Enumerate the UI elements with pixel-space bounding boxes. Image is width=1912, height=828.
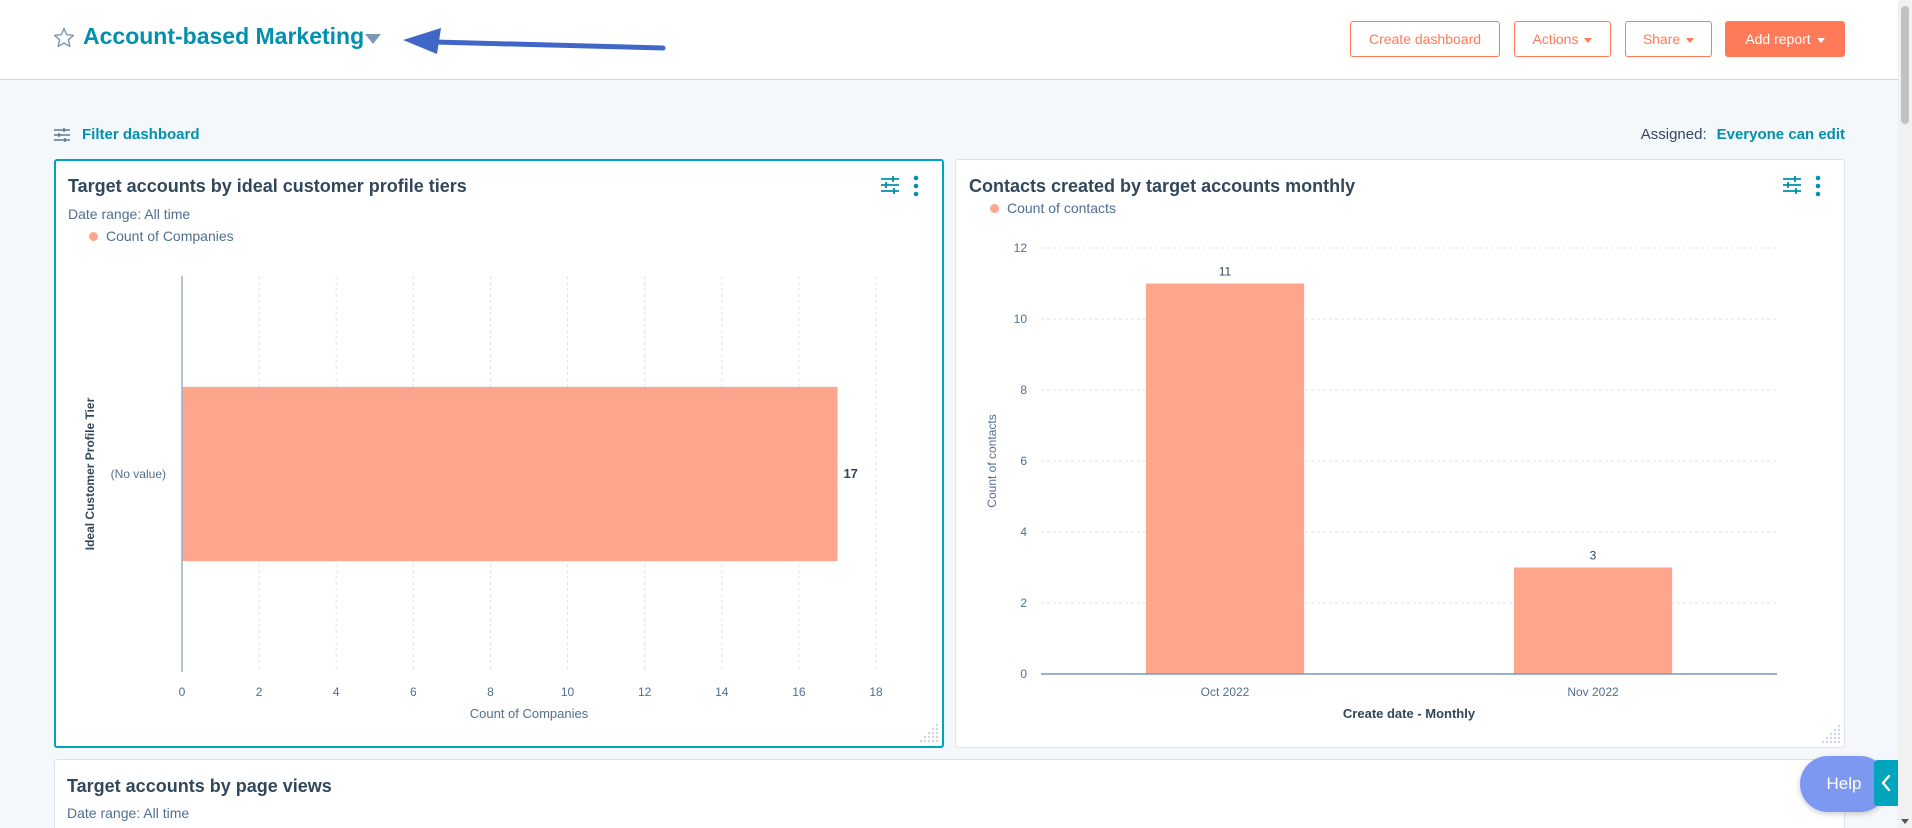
card-title: Target accounts by page views — [67, 776, 332, 796]
card-resize-handle-icon[interactable] — [918, 722, 940, 744]
x-tick-label: 2 — [256, 685, 263, 699]
report-card-icp-tiers[interactable]: Target accounts by ideal customer profil… — [54, 159, 944, 748]
y-tick-label: 2 — [1020, 596, 1027, 610]
x-axis-title: Create date - Monthly — [1343, 706, 1476, 721]
filter-dashboard-label: Filter dashboard — [82, 126, 200, 143]
share-label: Share — [1642, 31, 1681, 47]
add-report-label: Add report — [1745, 31, 1811, 47]
x-tick-label: 10 — [561, 685, 575, 699]
y-category-label: (No value) — [111, 467, 166, 481]
chart-legend: Count of Companies — [89, 228, 234, 244]
y-tick-label: 8 — [1020, 383, 1027, 397]
bar — [1513, 567, 1673, 674]
y-tick-label: 10 — [1014, 312, 1028, 326]
x-axis-title: Count of Companies — [470, 706, 589, 721]
card-more-menu-icon[interactable] — [1814, 175, 1822, 197]
create-dashboard-button[interactable]: Create dashboard — [1350, 21, 1500, 57]
actions-label: Actions — [1532, 31, 1579, 47]
y-tick-label: 12 — [1014, 241, 1028, 255]
x-tick-label: 18 — [869, 685, 883, 699]
icp-tiers-bar-chart: 0 2 4 6 8 10 12 14 16 18 (No value) 17 Count of Comp… — [83, 276, 883, 721]
x-category-label: Nov 2022 — [1567, 685, 1619, 699]
share-caret-icon — [1686, 37, 1695, 43]
favorite-star-icon[interactable] — [52, 26, 76, 50]
add-report-caret-icon — [1816, 37, 1825, 43]
x-tick-label: 16 — [792, 685, 806, 699]
filter-sliders-icon — [54, 127, 70, 142]
actions-button[interactable]: Actions — [1514, 21, 1611, 57]
card-title: Contacts created by target accounts mont… — [969, 176, 1356, 196]
card-more-menu-icon[interactable] — [912, 175, 920, 197]
actions-caret-icon — [1584, 37, 1593, 43]
assigned-permission-link[interactable]: Everyone can edit — [1716, 126, 1845, 143]
x-tick-label: 14 — [715, 685, 729, 699]
report-card-contacts-monthly[interactable]: Contacts created by target accounts mont… — [955, 159, 1845, 748]
assigned-info: Assigned: Everyone can edit — [1641, 126, 1845, 143]
y-tick-label: 6 — [1020, 454, 1027, 468]
filter-dashboard-link[interactable]: Filter dashboard — [54, 126, 200, 143]
share-button[interactable]: Share — [1625, 21, 1712, 57]
report-card-page-views[interactable]: Target accounts by page views Date range… — [54, 759, 1845, 828]
card-title: Target accounts by ideal customer profil… — [68, 176, 467, 196]
legend-label: Count of Companies — [106, 228, 234, 244]
y-tick-label: 0 — [1020, 667, 1027, 681]
help-button[interactable]: Help — [1800, 756, 1888, 812]
x-tick-label: 0 — [179, 685, 186, 699]
legend-label: Count of contacts — [1007, 200, 1116, 216]
card-resize-handle-icon[interactable] — [1820, 723, 1842, 745]
card-filter-icon[interactable] — [1782, 175, 1802, 195]
y-axis-title: Count of contacts — [985, 414, 999, 507]
card-filter-icon[interactable] — [880, 175, 900, 195]
help-label: Help — [1826, 774, 1862, 793]
side-panel-toggle[interactable] — [1874, 760, 1898, 806]
legend-dot-icon — [990, 203, 999, 213]
chart-legend: Count of contacts — [990, 200, 1116, 216]
create-dashboard-label: Create dashboard — [1368, 31, 1482, 47]
x-tick-label: 6 — [410, 685, 417, 699]
dashboard-header: Account-based Marketing Create dashboard… — [0, 0, 1898, 80]
assigned-label: Assigned: — [1640, 126, 1707, 143]
data-label: 11 — [1219, 265, 1232, 279]
add-report-button[interactable]: Add report — [1725, 21, 1845, 57]
bar — [182, 386, 838, 562]
x-tick-label: 12 — [638, 685, 652, 699]
scroll-down-icon[interactable] — [1901, 819, 1909, 824]
data-label: 17 — [843, 466, 857, 481]
page-scrollbar[interactable] — [1898, 0, 1912, 828]
y-axis-title: Ideal Customer Profile Tier — [83, 397, 97, 550]
contacts-monthly-bar-chart: 0 2 4 6 8 10 12 11 Oct 2022 3 Nov 2022 Create date … — [985, 241, 1777, 721]
y-tick-label: 4 — [1020, 525, 1027, 539]
card-date-range: Date range: All time — [67, 805, 190, 821]
x-tick-label: 8 — [487, 685, 494, 699]
dashboard-title[interactable]: Account-based Marketing — [83, 23, 365, 49]
card-date-range: Date range: All time — [68, 206, 191, 222]
x-category-label: Oct 2022 — [1201, 685, 1250, 699]
legend-dot-icon — [89, 231, 98, 241]
annotation-arrow-icon — [403, 28, 666, 54]
chevron-left-icon — [1881, 774, 1891, 792]
scroll-thumb[interactable] — [1901, 6, 1909, 124]
data-label: 3 — [1590, 549, 1597, 563]
bar — [1145, 283, 1305, 674]
x-tick-label: 4 — [333, 685, 340, 699]
dashboard-switcher-caret-icon[interactable] — [363, 33, 383, 45]
